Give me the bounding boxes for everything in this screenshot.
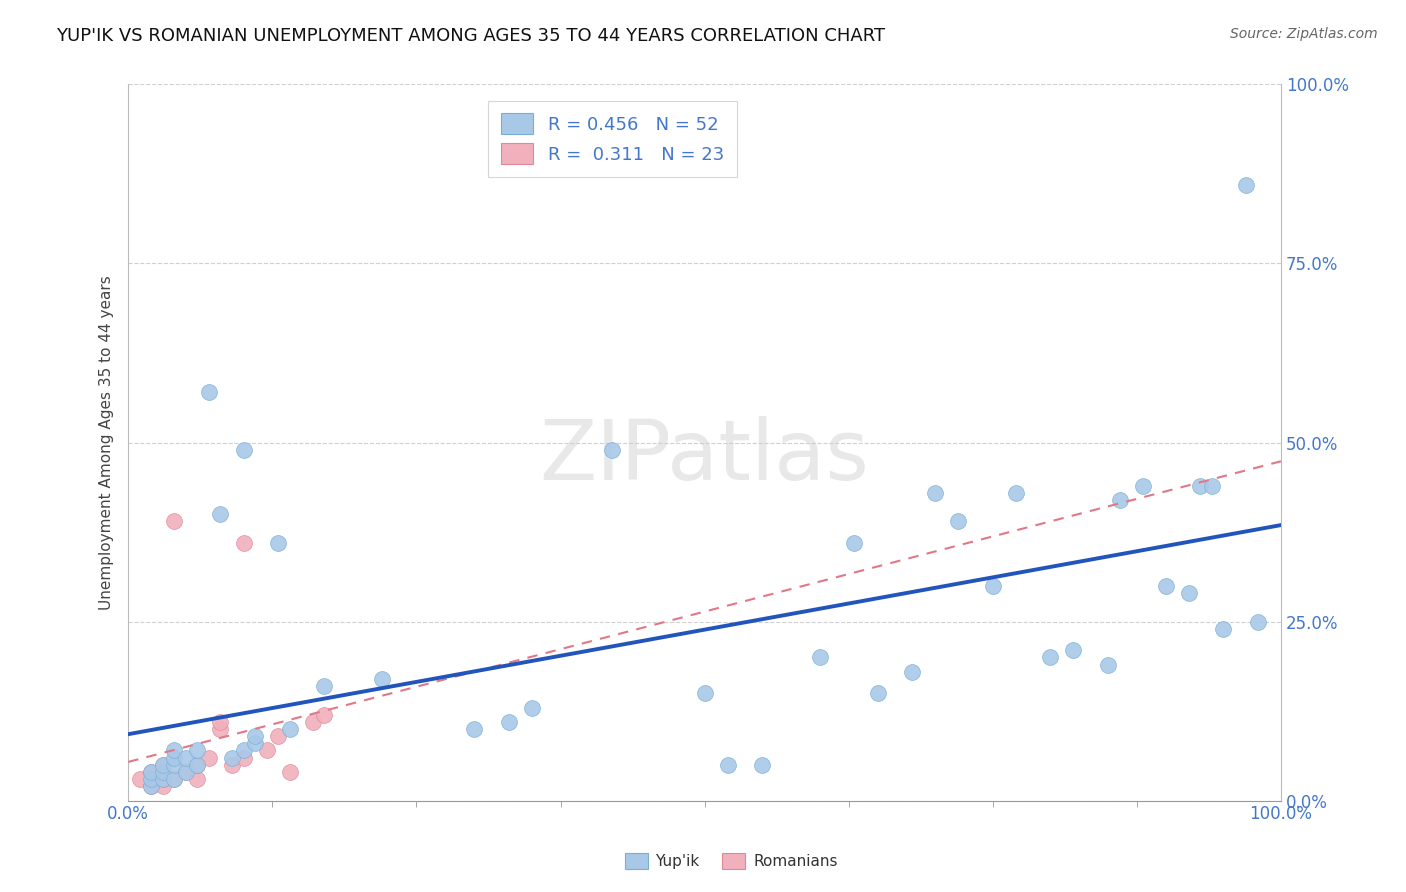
Point [256, 743, 278, 757]
Point [152, 764, 174, 779]
Point [141, 764, 163, 779]
Point [693, 686, 716, 700]
Point [174, 750, 197, 764]
Point [186, 772, 208, 786]
Point [602, 442, 624, 457]
Point [174, 764, 197, 779]
Point [221, 750, 243, 764]
Point [901, 665, 924, 679]
Legend: R = 0.456   N = 52, R =  0.311   N = 23: R = 0.456 N = 52, R = 0.311 N = 23 [488, 101, 737, 177]
Point [186, 743, 208, 757]
Point [717, 757, 740, 772]
Point [278, 764, 301, 779]
Point [198, 750, 221, 764]
Point [152, 772, 174, 786]
Point [267, 729, 290, 743]
Point [948, 514, 970, 528]
Point [209, 507, 232, 521]
Point [141, 779, 163, 793]
Text: ZIPatlas: ZIPatlas [540, 417, 869, 498]
Point [1177, 586, 1199, 600]
Point [209, 722, 232, 736]
Point [163, 772, 186, 786]
Point [1247, 615, 1270, 629]
Point [844, 536, 866, 550]
Point [866, 686, 889, 700]
Point [141, 772, 163, 786]
Point [278, 722, 301, 736]
Point [1005, 485, 1028, 500]
Point [141, 764, 163, 779]
Point [1132, 478, 1154, 492]
Point [314, 707, 336, 722]
Point [163, 743, 186, 757]
Point [1062, 643, 1084, 657]
Point [1234, 178, 1257, 192]
Point [174, 764, 197, 779]
Text: YUP'IK VS ROMANIAN UNEMPLOYMENT AMONG AGES 35 TO 44 YEARS CORRELATION CHART: YUP'IK VS ROMANIAN UNEMPLOYMENT AMONG AG… [56, 27, 886, 45]
Legend: Yup'ik, Romanians: Yup'ik, Romanians [619, 847, 844, 875]
Point [163, 757, 186, 772]
Point [520, 700, 543, 714]
Point [152, 772, 174, 786]
Point [152, 779, 174, 793]
Point [152, 764, 174, 779]
Text: Source: ZipAtlas.com: Source: ZipAtlas.com [1230, 27, 1378, 41]
Point [186, 757, 208, 772]
Point [314, 679, 336, 693]
Point [1097, 657, 1119, 672]
Point [163, 514, 186, 528]
Point [267, 536, 290, 550]
Point [232, 442, 254, 457]
Point [498, 714, 520, 729]
Point [232, 750, 254, 764]
Point [163, 772, 186, 786]
Point [141, 779, 163, 793]
Point [463, 722, 485, 736]
Point [1108, 492, 1130, 507]
Point [1154, 579, 1177, 593]
Point [1039, 650, 1062, 665]
Point [1201, 478, 1223, 492]
Point [301, 714, 323, 729]
Point [1212, 622, 1234, 636]
Point [152, 757, 174, 772]
Point [198, 385, 221, 400]
Point [751, 757, 773, 772]
Point [1189, 478, 1212, 492]
Point [981, 579, 1004, 593]
Point [209, 714, 232, 729]
Y-axis label: Unemployment Among Ages 35 to 44 years: Unemployment Among Ages 35 to 44 years [100, 275, 114, 610]
Point [163, 750, 186, 764]
Point [232, 536, 254, 550]
Point [186, 757, 208, 772]
Point [221, 757, 243, 772]
Point [128, 772, 150, 786]
Point [232, 743, 254, 757]
Point [243, 729, 266, 743]
Point [243, 736, 266, 750]
Point [152, 757, 174, 772]
Point [924, 485, 946, 500]
Point [808, 650, 831, 665]
Point [371, 672, 394, 686]
